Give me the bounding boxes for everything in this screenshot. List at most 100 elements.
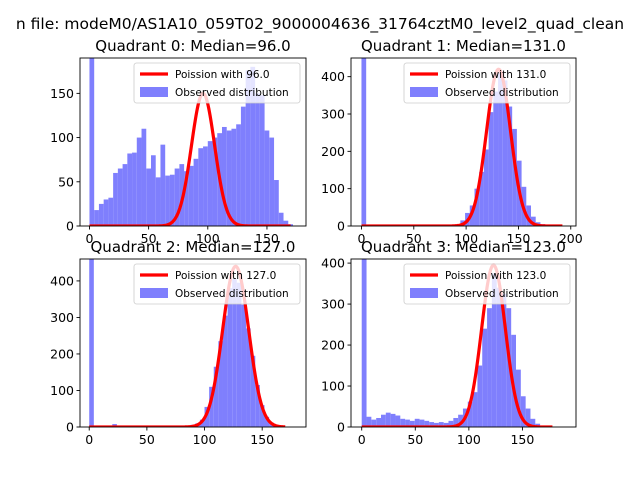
histogram-bar (212, 137, 218, 226)
subplot-title: Quadrant 3: Median=123.0 (361, 238, 566, 256)
histogram-bar (414, 418, 420, 427)
poisson-curve (88, 91, 292, 226)
histogram-bar (371, 419, 377, 427)
histogram-bar (122, 164, 128, 226)
axes-frame (350, 57, 577, 227)
x-tick-label: 150 (250, 432, 274, 447)
poisson-curve-group (360, 263, 554, 427)
poisson-curve (360, 263, 554, 427)
histogram-bar (193, 158, 199, 226)
histogram-bar (89, 58, 95, 226)
x-tick-label: 200 (559, 231, 583, 246)
histogram-bar (227, 288, 233, 427)
x-tick-label: 150 (510, 432, 534, 447)
histogram-bar (283, 220, 289, 226)
histogram-bar (103, 199, 109, 226)
histogram-bar (467, 401, 473, 427)
legend-box (403, 263, 571, 305)
x-tick-label: 100 (457, 432, 481, 447)
axes-frame (79, 57, 307, 227)
y-tick-label: 100 (50, 383, 74, 398)
y-tick-label: 100 (321, 181, 345, 196)
histogram-bar (198, 148, 204, 226)
histogram-bar (419, 419, 425, 427)
x-tick-label: 150 (507, 231, 531, 246)
histogram-bar (530, 418, 536, 427)
histogram-bar (113, 172, 118, 226)
y-tick-label: 200 (321, 144, 345, 159)
y-tick-label: 50 (58, 174, 74, 189)
histogram-bar (169, 174, 175, 226)
histogram-bar (491, 273, 497, 427)
x-tick-label: 100 (454, 231, 478, 246)
histogram-bar (246, 328, 251, 427)
x-tick-label: 100 (193, 432, 217, 447)
histogram-bar (474, 188, 480, 226)
y-tick-label: 0 (337, 219, 345, 234)
legend-bar-swatch (140, 288, 168, 298)
histogram-bar (434, 422, 439, 427)
histogram-bar (482, 328, 488, 427)
histogram-bar (488, 112, 494, 226)
histogram-bar (146, 168, 151, 226)
x-tick-label: 0 (85, 231, 93, 246)
legend: Poission with 127.0 Observed distribution (133, 263, 301, 305)
legend-bar-swatch (410, 288, 438, 298)
histogram-bar (240, 106, 246, 226)
histogram-bar (132, 152, 137, 226)
legend-label-poisson: Poission with 127.0 (175, 270, 276, 282)
histogram-bar (366, 416, 372, 427)
histogram-bar (520, 396, 526, 427)
legend-label-observed: Observed distribution (175, 288, 289, 300)
histogram-bar (108, 197, 114, 226)
histogram-bar (448, 420, 454, 427)
subplot-title: Quadrant 1: Median=131.0 (361, 37, 566, 55)
x-tick-label: 50 (139, 432, 155, 447)
legend-label-poisson: Poission with 131.0 (445, 69, 546, 81)
legend: Poission with 123.0 Observed distribution (403, 263, 571, 305)
legend: Poission with 131.0 Observed distribution (403, 62, 571, 104)
histogram-bar (453, 417, 459, 427)
histogram-bar (376, 417, 381, 427)
legend-box (133, 263, 301, 305)
histogram-bar (236, 282, 242, 427)
histogram-bar (526, 205, 531, 226)
poisson-curve-group (88, 91, 292, 226)
y-tick-label: 400 (321, 256, 345, 271)
histogram-bar (209, 386, 214, 427)
y-tick-label: 0 (66, 219, 74, 234)
histogram-bar (226, 130, 232, 226)
histogram-bar (245, 70, 251, 226)
histogram-bar (259, 95, 265, 226)
histogram-bar (361, 58, 367, 226)
legend-label-poisson: Poission with 123.0 (445, 270, 546, 282)
histogram-bar (472, 392, 478, 427)
axes-frame (79, 258, 307, 428)
histogram-bar (150, 155, 156, 226)
histogram-bar (405, 419, 410, 427)
histogram-bar (443, 422, 449, 427)
histogram-bar (174, 168, 180, 226)
legend-label-observed: Observed distribution (175, 87, 289, 99)
histogram-bar (390, 413, 396, 427)
panel-quadrant-2: 0 50 100 150 0 100 200 300 400 Quadrant 2: Median… (50, 238, 307, 447)
histogram-bar (213, 366, 219, 427)
y-tick-label: 300 (321, 297, 345, 312)
histogram-bar (385, 412, 391, 427)
histogram-bar (361, 259, 367, 427)
histogram-bar (458, 414, 463, 427)
panel-quadrant-1: 0 50 100 150 200 0 100 200 300 400 Quadrant 1: Med… (321, 37, 583, 246)
y-tick-label: 300 (50, 310, 74, 325)
histogram-bar (255, 385, 260, 427)
poisson-curve-group (360, 67, 564, 226)
histogram-bar (424, 420, 430, 427)
histogram-bar (278, 212, 284, 226)
x-tick-label: 50 (406, 231, 422, 246)
histogram-bar (429, 422, 435, 427)
panel-quadrant-0: 0 50 100 150 0 50 100 150 Quadrant 0: Median=96.… (50, 37, 307, 246)
histogram-bar (255, 93, 260, 226)
subplot-title: Quadrant 2: Median=127.0 (91, 238, 296, 256)
histogram-bar (525, 408, 531, 427)
x-tick-label: 0 (85, 432, 93, 447)
